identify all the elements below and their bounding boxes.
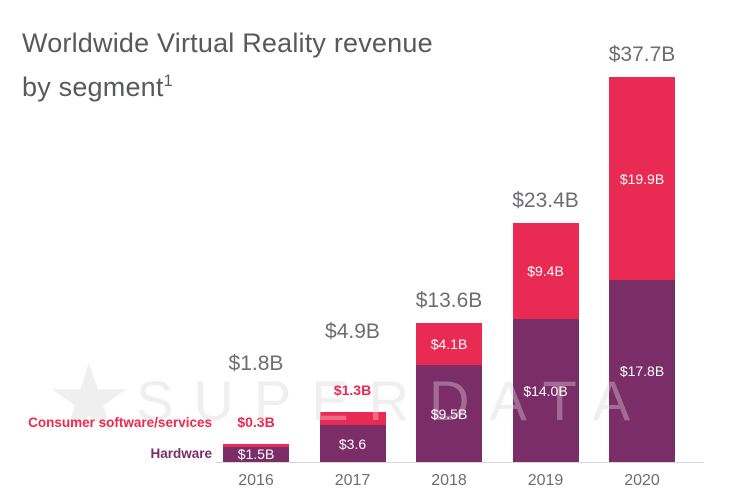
consumer-value-label-2017: $1.3B [333, 382, 372, 399]
x-axis-label-2017: 2017 [334, 472, 371, 489]
consumer-segment-2020: $19.9B [609, 77, 675, 281]
consumer-value-label-2020: $19.9B [619, 170, 665, 187]
consumer-value-label-2019: $9.4B [527, 263, 564, 280]
hardware-value-label-2018: $9.5B [430, 405, 468, 422]
x-axis-label-2020: 2020 [624, 472, 660, 489]
hardware-segment-2016: $1.5B [223, 446, 289, 463]
chart-title-line1: Worldwide Virtual Reality revenue [22, 28, 433, 58]
legend-consumer-software: Consumer software/services [28, 415, 212, 430]
hardware-value-label-2016: $1.5B [237, 446, 275, 463]
consumer-value-label-2016: $0.3B [237, 413, 275, 430]
hardware-value-label-2019: $14.0B [523, 382, 568, 399]
total-label-2019: $23.4B [512, 189, 579, 213]
consumer-segment-2018: $4.1B [416, 323, 482, 366]
x-axis-label-2016: 2016 [238, 472, 274, 489]
hardware-segment-2019: $14.0B [512, 319, 579, 462]
total-label-2016: $1.8B [228, 351, 284, 375]
x-axis-line [216, 462, 704, 463]
footnote-marker: 1 [163, 72, 173, 90]
total-label-2018: $13.6B [415, 289, 483, 313]
bar-2020: $37.7B $19.9B $17.8B [609, 44, 675, 462]
total-label-2020: $37.7B [608, 43, 676, 67]
hardware-value-label-2017: $3.6 [338, 435, 367, 452]
hardware-value-label-2020: $17.8B [619, 363, 665, 380]
hardware-segment-2018: $9.5B [416, 365, 482, 462]
consumer-segment-2016 [223, 443, 289, 447]
bar-2016: $1.8B $0.3B $1.5B [223, 353, 289, 463]
bar-2018: $13.6B $4.1B $9.5B [416, 290, 482, 462]
legend-hardware: Hardware [150, 446, 212, 461]
x-axis-label-2019: 2019 [527, 472, 564, 489]
total-label-2017: $4.9B [325, 320, 380, 344]
x-axis-label-2018: 2018 [431, 472, 467, 489]
hardware-segment-2017: $3.6 [319, 425, 386, 462]
bar-2019: $23.4B $9.4B $14.0B [512, 190, 579, 462]
chart-title: Worldwide Virtual Reality revenue by seg… [22, 24, 433, 106]
consumer-segment-2019: $9.4B [512, 223, 579, 320]
chart-title-line2: by segment [22, 72, 164, 102]
bar-2017: $4.9B $1.3B $3.6 [319, 321, 386, 462]
hardware-segment-2020: $17.8B [609, 280, 675, 462]
consumer-segment-2017 [319, 412, 386, 426]
consumer-value-label-2018: $4.1B [430, 336, 468, 353]
